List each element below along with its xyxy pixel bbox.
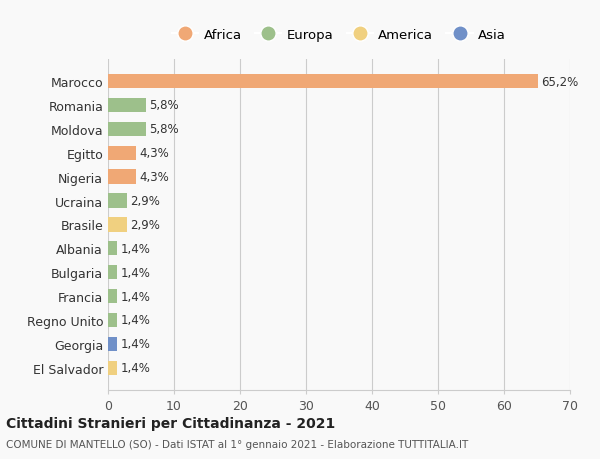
Text: 2,9%: 2,9% (130, 218, 160, 231)
Bar (108, 241, 117, 256)
Bar (108, 170, 136, 185)
Bar (108, 123, 146, 137)
Bar (108, 99, 146, 113)
Legend: Africa, Europa, America, Asia: Africa, Europa, America, Asia (167, 23, 511, 47)
Text: 65,2%: 65,2% (542, 75, 579, 88)
Text: 4,3%: 4,3% (140, 147, 169, 160)
Bar (108, 289, 117, 303)
Text: 1,4%: 1,4% (121, 362, 151, 375)
Text: 1,4%: 1,4% (121, 314, 151, 327)
Text: 1,4%: 1,4% (121, 266, 151, 279)
Text: 1,4%: 1,4% (121, 338, 151, 351)
Text: 1,4%: 1,4% (121, 290, 151, 303)
Text: 1,4%: 1,4% (121, 242, 151, 255)
Text: 4,3%: 4,3% (140, 171, 169, 184)
Text: 2,9%: 2,9% (130, 195, 160, 207)
Bar (108, 194, 127, 208)
Text: 5,8%: 5,8% (149, 99, 179, 112)
Text: Cittadini Stranieri per Cittadinanza - 2021: Cittadini Stranieri per Cittadinanza - 2… (6, 416, 335, 430)
Bar (108, 218, 127, 232)
Bar (108, 337, 117, 351)
Bar (108, 75, 538, 89)
Bar (108, 265, 117, 280)
Bar (108, 146, 136, 161)
Bar (108, 361, 117, 375)
Bar (108, 313, 117, 327)
Text: COMUNE DI MANTELLO (SO) - Dati ISTAT al 1° gennaio 2021 - Elaborazione TUTTITALI: COMUNE DI MANTELLO (SO) - Dati ISTAT al … (6, 440, 468, 449)
Text: 5,8%: 5,8% (149, 123, 179, 136)
